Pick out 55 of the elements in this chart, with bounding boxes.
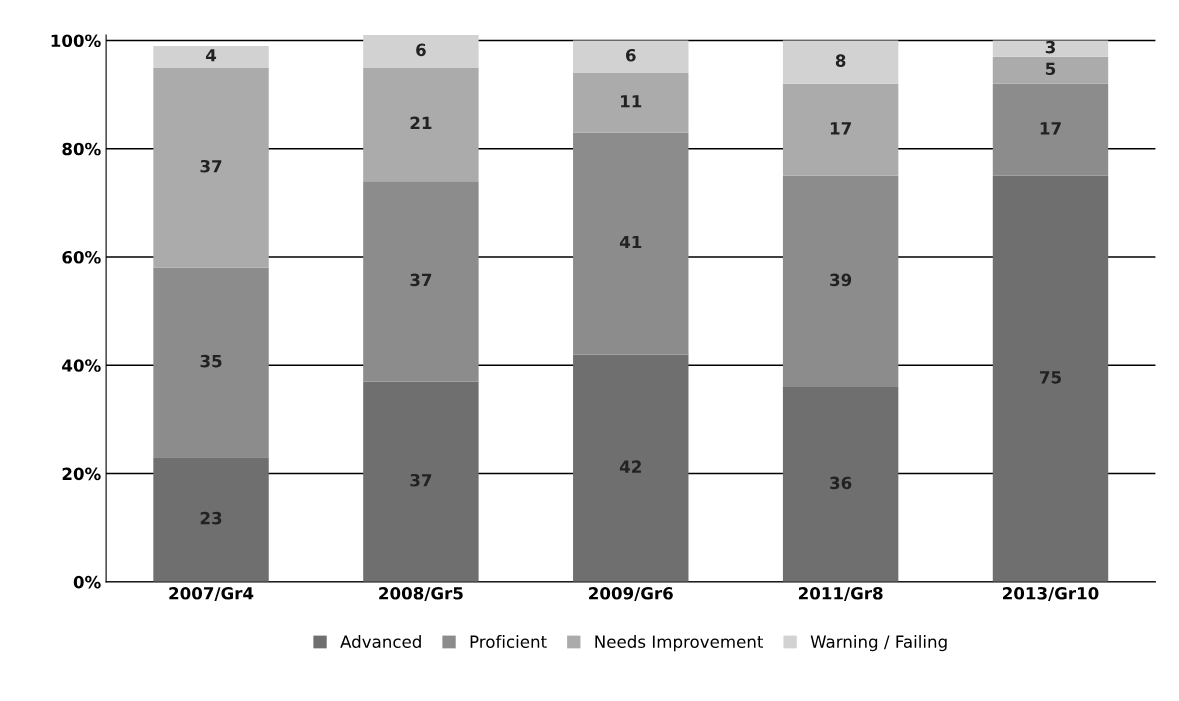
y-tick-label: 40% <box>62 359 101 372</box>
bar <box>153 67 269 268</box>
legend-label: Advanced <box>340 635 421 649</box>
bar <box>153 45 269 68</box>
data-label: 5 <box>1045 62 1056 76</box>
bar <box>573 354 689 582</box>
data-label: 23 <box>200 511 222 525</box>
bar <box>782 40 899 84</box>
legend-label: Warning / Failing <box>810 635 947 652</box>
x-tick-label: 2009/Gr6 <box>589 586 673 601</box>
bar <box>782 386 899 582</box>
data-label: 37 <box>410 273 432 287</box>
y-tick-label: 20% <box>62 467 101 481</box>
data-label: 36 <box>830 476 852 490</box>
x-tick-label: 2011/Gr8 <box>798 586 883 601</box>
bar <box>573 72 689 133</box>
y-tick-label: 100% <box>51 34 101 48</box>
data-label: 39 <box>830 273 852 287</box>
legend-label: Proficient <box>470 635 547 649</box>
bar <box>363 35 479 68</box>
bar <box>573 40 689 73</box>
bar <box>782 175 899 387</box>
bar <box>992 175 1109 582</box>
data-label: 4 <box>205 49 217 62</box>
bar <box>363 67 479 182</box>
data-label: 35 <box>200 354 222 368</box>
bar <box>573 132 689 355</box>
y-tick-label: 60% <box>62 250 101 264</box>
bar <box>153 267 269 458</box>
data-label: 17 <box>1040 122 1061 135</box>
bar <box>992 40 1109 57</box>
data-label: 8 <box>835 54 846 67</box>
data-label: 42 <box>619 460 641 473</box>
data-label: 41 <box>619 235 642 249</box>
legend-label: Needs Improvement <box>595 635 764 652</box>
y-tick-label: 0% <box>73 575 101 589</box>
bar <box>363 381 479 582</box>
data-label: 6 <box>416 43 426 57</box>
x-tick-label: 2007/Gr4 <box>169 586 254 601</box>
bar <box>782 83 899 176</box>
data-label: 6 <box>626 48 636 62</box>
data-label: 37 <box>410 473 432 487</box>
bar <box>992 83 1109 176</box>
bar <box>153 457 269 582</box>
data-label: 3 <box>1045 40 1055 54</box>
data-label: 17 <box>830 122 851 135</box>
data-label: 11 <box>621 95 642 108</box>
data-label: 37 <box>200 159 222 173</box>
data-label: 75 <box>1040 371 1061 384</box>
x-tick-label: 2013/Gr10 <box>1003 586 1099 601</box>
data-label: 21 <box>410 116 432 129</box>
bar <box>992 56 1109 84</box>
bar <box>363 181 479 382</box>
x-tick-label: 2008/Gr5 <box>379 586 463 601</box>
y-tick-label: 80% <box>62 142 101 156</box>
